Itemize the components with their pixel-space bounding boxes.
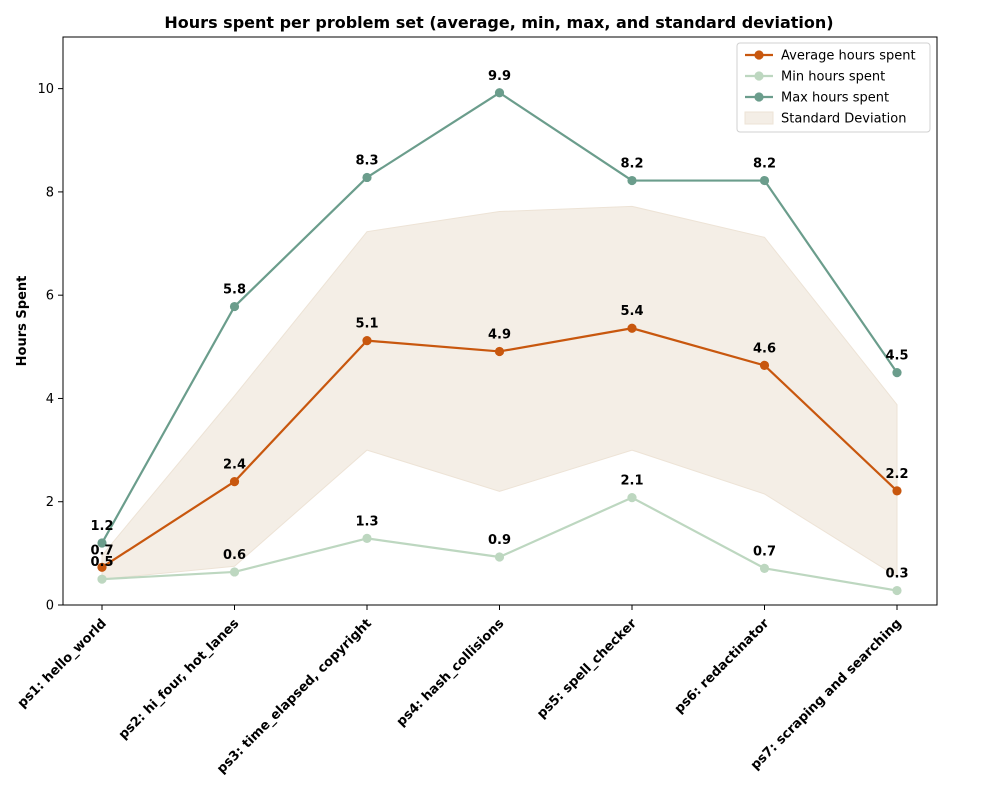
chart-title: Hours spent per problem set (average, mi…	[164, 13, 833, 32]
average-value-label: 4.9	[488, 327, 511, 342]
min-point	[759, 563, 770, 573]
x-tick-label: ps2: hi_four, hot_lanes	[116, 616, 243, 743]
y-tick-label: 10	[37, 82, 54, 97]
average-value-label: 5.4	[620, 304, 643, 319]
std-deviation-band	[101, 205, 898, 580]
max-point	[892, 368, 902, 378]
max-value-label: 5.8	[223, 283, 246, 298]
average-point	[759, 360, 770, 371]
min-point	[362, 533, 372, 543]
max-value-label: 8.2	[620, 157, 643, 172]
max-value-label: 9.9	[488, 69, 511, 84]
average-value-label: 2.2	[885, 467, 908, 482]
min-point	[892, 585, 902, 596]
x-tick-label: ps1: hello_world	[15, 616, 110, 711]
y-tick-label: 6	[46, 289, 54, 304]
legend-label-min: Min hours spent	[781, 70, 885, 85]
average-point	[892, 486, 902, 496]
min-point	[627, 492, 637, 503]
min-point	[494, 552, 505, 562]
average-value-label: 2.4	[223, 458, 246, 473]
min-point	[229, 567, 240, 577]
legend-marker-max	[754, 92, 764, 102]
legend-label-std-deviation: Standard Deviation	[781, 112, 906, 127]
min-value-label: 0.3	[885, 567, 908, 582]
y-tick-label: 8	[46, 185, 54, 200]
y-tick-label: 4	[46, 392, 54, 407]
y-tick-label: 2	[46, 495, 54, 510]
x-tick-label: ps6: redactinator	[672, 616, 773, 717]
data-labels-layer: 0.7 2.4 5.1 4.9 5.4 4.6 2.2 0.5 0.6 1.3 0.9 2.1 0.7 0…	[90, 69, 908, 582]
max-value-label: 8.3	[355, 153, 378, 168]
average-point	[627, 323, 637, 333]
markers-layer	[97, 88, 902, 596]
min-value-label: 2.1	[620, 474, 643, 489]
legend-marker-min	[754, 71, 764, 81]
x-tick-label: ps4: hash_collisions	[394, 616, 508, 730]
legend-marker-average	[754, 50, 764, 60]
average-value-label: 4.6	[753, 341, 776, 356]
average-value-label: 5.1	[355, 317, 378, 332]
legend: Average hours spent Min hours spent Max ho…	[736, 42, 931, 133]
max-point	[627, 175, 637, 186]
legend-box	[736, 42, 931, 133]
average-point	[494, 346, 505, 357]
x-tick-label: ps7: scraping and searching	[748, 616, 905, 773]
min-value-label: 1.3	[355, 514, 378, 529]
x-tick-label: ps5: spell_checker	[534, 616, 640, 722]
average-value-label: 0.7	[90, 543, 113, 558]
max-point	[362, 172, 372, 183]
average-point	[229, 476, 240, 487]
max-point	[229, 301, 240, 312]
min-value-label: 0.9	[488, 533, 511, 548]
min-value-label: 0.5	[90, 555, 113, 570]
min-value-label: 0.6	[223, 548, 246, 563]
legend-label-average: Average hours spent	[781, 49, 916, 64]
average-point	[97, 562, 107, 572]
max-point	[494, 88, 505, 98]
max-value-label: 4.5	[885, 349, 908, 364]
y-tick-label: 0	[46, 599, 54, 614]
min-point	[97, 574, 107, 584]
legend-swatch-std-deviation	[744, 111, 774, 125]
max-value-label: 1.2	[90, 519, 113, 534]
min-value-label: 0.7	[753, 544, 776, 559]
max-value-label: 8.2	[753, 157, 776, 172]
legend-label-max: Max hours spent	[781, 91, 889, 106]
y-axis-label: Hours Spent	[15, 276, 30, 367]
max-point	[97, 538, 107, 548]
average-point	[362, 336, 372, 346]
x-tick-label: ps3: time_elapsed, copyright	[214, 616, 375, 777]
max-point	[759, 175, 770, 186]
std-band-layer	[101, 205, 898, 580]
